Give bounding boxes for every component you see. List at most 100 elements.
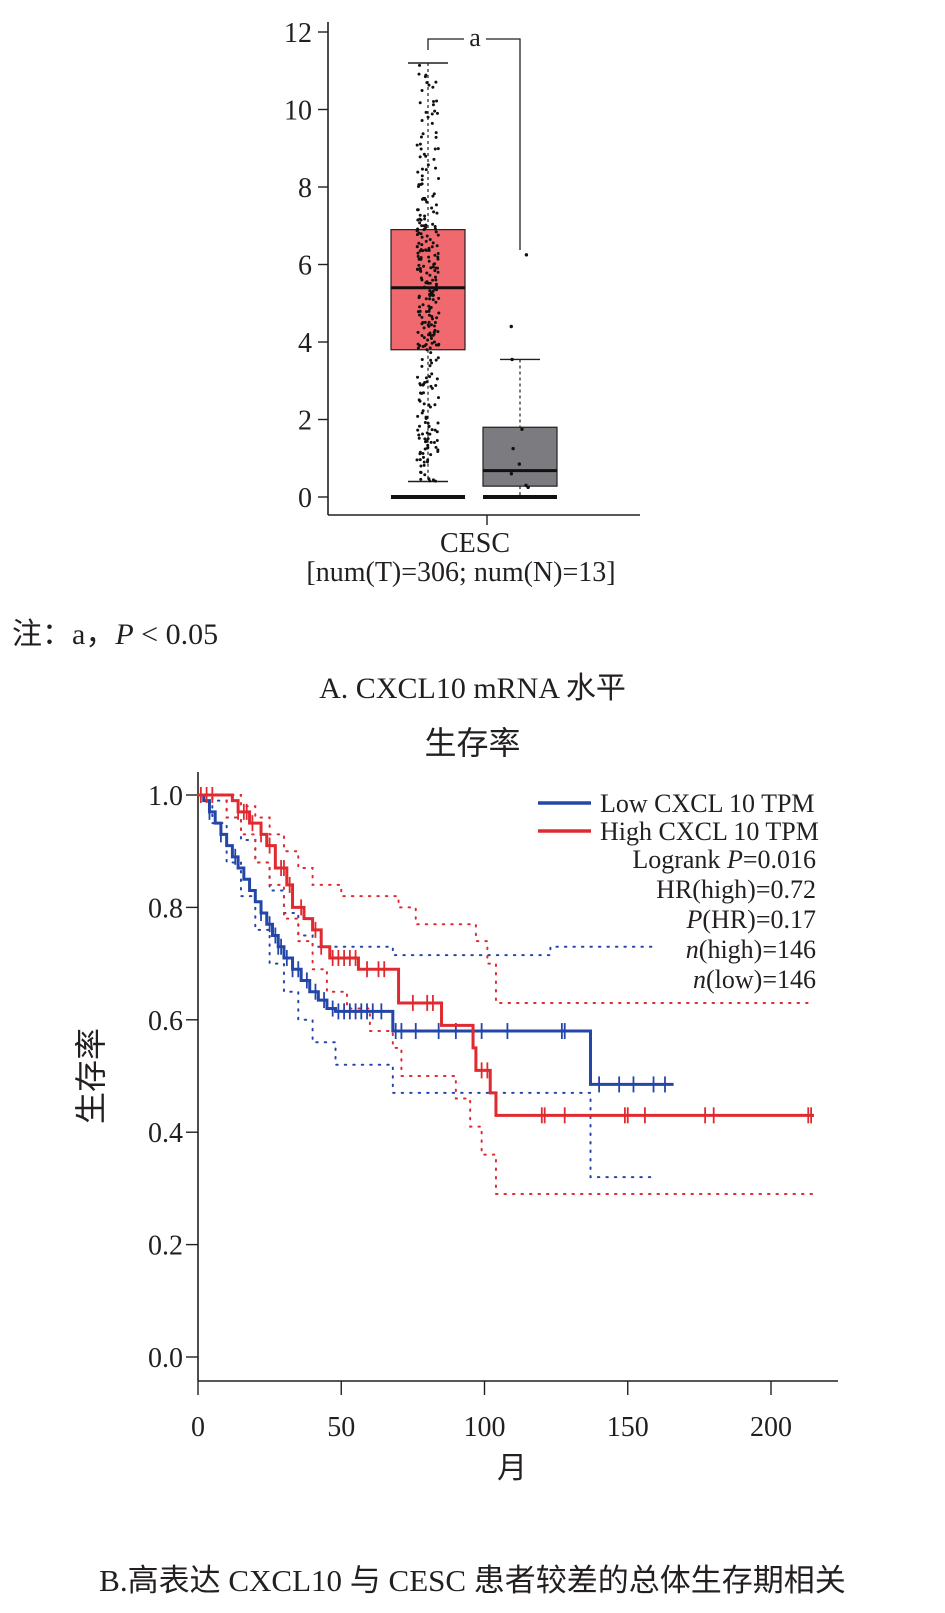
data-point [417, 257, 421, 261]
km-y-tick-label: 0.6 [148, 1006, 183, 1037]
ci-upper-high [197, 794, 815, 1004]
data-point [419, 248, 423, 252]
data-point [436, 343, 440, 347]
data-point [427, 320, 431, 324]
data-point [418, 344, 422, 348]
km-y-tick-label: 0.8 [148, 893, 183, 924]
data-point [431, 278, 435, 282]
data-point [421, 432, 425, 436]
data-point [417, 263, 421, 267]
data-point [427, 403, 431, 407]
data-point [419, 276, 423, 280]
data-point [433, 428, 437, 432]
data-point [427, 83, 431, 87]
data-point [430, 315, 434, 319]
data-point [421, 451, 425, 455]
data-point [434, 278, 438, 282]
boxplot-y-tick-label: 4 [298, 328, 312, 359]
data-point [425, 431, 429, 435]
data-point [427, 259, 431, 263]
data-point [425, 460, 429, 464]
data-point [418, 267, 422, 271]
stat-symbol: n [686, 935, 699, 964]
data-point [426, 323, 430, 327]
data-point [428, 375, 432, 379]
km-x-tick-label: 150 [607, 1412, 649, 1443]
data-point [436, 330, 440, 334]
data-point [420, 333, 424, 337]
data-point [429, 453, 433, 457]
data-point [509, 324, 513, 329]
data-point [424, 168, 428, 172]
note-suffix: < 0.05 [133, 618, 219, 651]
data-point [433, 275, 437, 279]
data-point [418, 424, 422, 428]
km-y-label: 生存率 [73, 1028, 109, 1124]
data-point [423, 320, 427, 324]
data-point [436, 257, 440, 261]
data-point [423, 473, 427, 477]
data-point [416, 170, 420, 174]
boxplot-y-tick-label: 6 [298, 251, 312, 282]
data-point [433, 109, 437, 113]
data-point [428, 281, 432, 285]
data-point [416, 330, 420, 334]
data-point [431, 241, 435, 245]
data-point [428, 273, 432, 277]
data-point [424, 343, 428, 347]
data-point [428, 237, 432, 241]
data-point [436, 270, 440, 274]
km-series [197, 787, 815, 1196]
data-point [510, 357, 514, 362]
data-point [524, 483, 528, 488]
data-point [419, 182, 423, 186]
data-point [420, 322, 424, 326]
stat-symbol: n [693, 965, 706, 994]
data-point [422, 285, 426, 289]
data-point [435, 438, 439, 442]
data-point [520, 427, 524, 431]
ci-upper-low [197, 794, 658, 957]
significance-label: a [469, 23, 481, 52]
caption-panel-b: B.高表达 CXCL10 与 CESC 患者较差的总体生存期相关 [99, 1563, 846, 1598]
data-point [420, 174, 424, 178]
data-point [422, 336, 426, 340]
data-point [433, 328, 437, 332]
survival-curve-high [198, 793, 814, 1117]
data-point [422, 460, 426, 464]
data-point [428, 297, 432, 301]
km-y-tick-label: 0.0 [148, 1343, 183, 1374]
data-point [432, 100, 436, 104]
boxplot-x-sublabel: [num(T)=306; num(N)=13] [306, 557, 615, 588]
data-point [433, 147, 437, 151]
data-point [415, 143, 419, 147]
data-point [419, 477, 423, 481]
data-point [429, 440, 433, 444]
data-point [426, 338, 430, 342]
data-point [421, 383, 425, 387]
data-point [431, 194, 435, 198]
data-point [433, 227, 437, 231]
bracket-left [427, 38, 464, 50]
boxplot-groups [390, 62, 558, 499]
data-point [424, 310, 428, 314]
data-point [418, 269, 422, 273]
caption-panel-a: A. CXCL10 mRNA 水平 [319, 672, 626, 705]
stat-symbol: P [686, 905, 703, 934]
data-point [437, 311, 441, 315]
km-stats: Logrank P=0.016HR(high)=0.72P(HR)=0.17n(… [632, 845, 816, 994]
data-point [418, 155, 422, 159]
km-x-tick-label: 50 [327, 1412, 355, 1443]
data-point [427, 309, 431, 313]
stat-value: (HR)=0.17 [702, 905, 816, 934]
stat-value: (low)=146 [706, 965, 816, 994]
km-y-tick-label: 1.0 [148, 781, 183, 812]
data-point [420, 411, 424, 415]
data-point [431, 103, 435, 107]
data-point [417, 436, 421, 440]
data-point [429, 358, 433, 362]
data-point [416, 208, 420, 212]
km-stat-line: HR(high)=0.72 [656, 875, 816, 904]
data-point [425, 81, 429, 85]
legend-label: Low CXCL 10 TPM [600, 789, 815, 818]
